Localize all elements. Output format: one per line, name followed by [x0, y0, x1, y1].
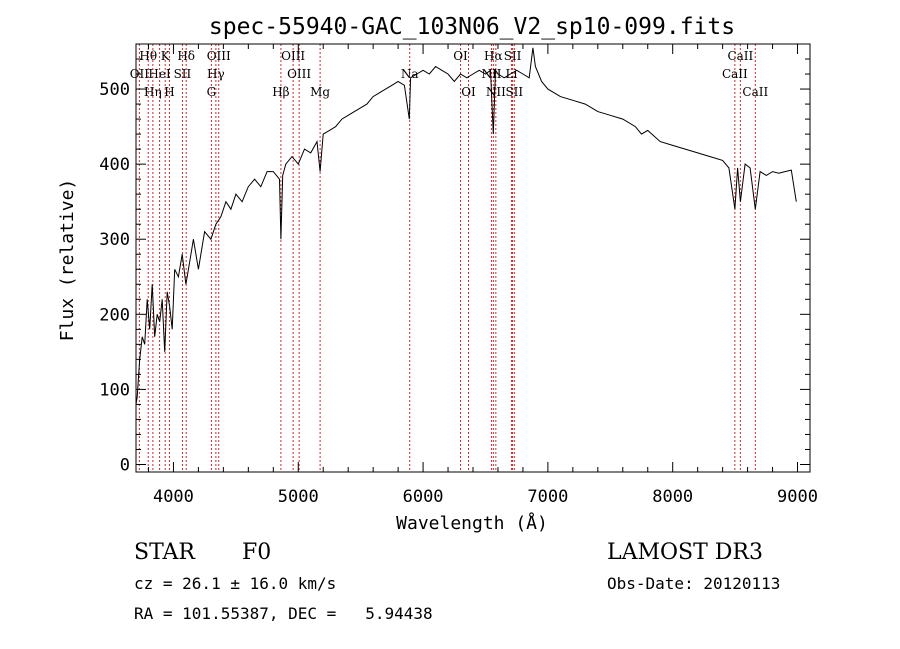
line-label: Hβ	[272, 85, 289, 99]
line-label: OI	[461, 85, 476, 99]
y-tick-label: 0	[120, 455, 130, 475]
line-label: Mg	[310, 85, 330, 99]
line-label: Hγ	[207, 67, 225, 81]
chart-title: spec-55940-GAC_103N06_V2_sp10-099.fits	[209, 14, 735, 40]
line-label: K	[161, 49, 171, 63]
line-label: NII	[486, 85, 506, 99]
line-label: OIII	[281, 49, 305, 63]
line-label: H	[164, 85, 174, 99]
line-label: CaII	[727, 49, 753, 63]
line-label: Hα	[484, 49, 503, 63]
subclass: F0	[242, 540, 272, 565]
line-label: Hδ	[177, 49, 195, 63]
y-tick-label: 300	[99, 230, 130, 250]
y-tick-label: 400	[99, 155, 130, 175]
x-axis-label: Wavelength (Å)	[396, 512, 548, 534]
x-axis-ticks: 4000 5000 6000 7000 8000 9000	[147, 44, 818, 507]
line-label: CaII	[722, 67, 748, 81]
line-label: HeI	[148, 67, 171, 81]
line-label: Hθ	[139, 49, 157, 63]
coordinates: RA = 101.55387, DEC = 5.94438	[134, 604, 433, 623]
line-label: OI	[453, 49, 468, 63]
survey-name: LAMOST DR3	[607, 540, 763, 565]
line-label: OIII	[287, 67, 311, 81]
y-tick-label: 500	[99, 80, 130, 100]
x-tick-label: 4000	[153, 487, 194, 507]
x-tick-label: 9000	[777, 487, 818, 507]
spectrum-line	[135, 47, 797, 405]
redshift-velocity: cz = 26.1 ± 16.0 km/s	[134, 574, 337, 593]
y-axis-label: Flux (relative)	[57, 179, 78, 342]
line-label: NII	[481, 67, 501, 81]
y-axis-ticks: 0 100 200 300 400 500	[99, 58, 810, 475]
x-tick-label: 8000	[652, 487, 693, 507]
line-label: SII	[504, 49, 522, 63]
plot-frame	[135, 43, 811, 473]
line-label: Hη	[144, 85, 162, 99]
line-label: Li	[506, 67, 518, 81]
line-label: SII	[505, 85, 523, 99]
line-markers	[138, 44, 756, 472]
x-tick-label: 5000	[278, 487, 319, 507]
y-tick-label: 100	[99, 380, 130, 400]
observation-date: Obs-Date: 20120113	[607, 574, 781, 593]
y-tick-label: 200	[99, 305, 130, 325]
x-tick-label: 6000	[403, 487, 444, 507]
line-label: OIII	[207, 49, 231, 63]
line-label: CaII	[742, 85, 768, 99]
object-class: STAR	[134, 540, 195, 565]
line-label: G	[207, 85, 217, 99]
x-tick-label: 7000	[527, 487, 568, 507]
line-label: Na	[401, 67, 419, 81]
line-label: SII	[174, 67, 192, 81]
